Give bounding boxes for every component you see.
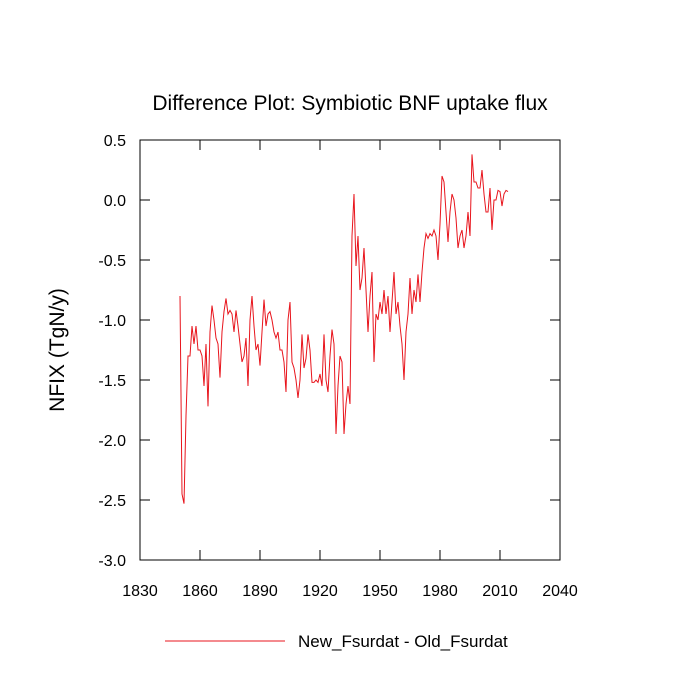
- x-tick-label: 2010: [482, 583, 518, 600]
- y-tick-label: -1.0: [98, 313, 126, 330]
- y-tick-label: 0.0: [104, 193, 126, 210]
- x-tick-label: 1920: [302, 583, 338, 600]
- x-tick-label: 2040: [542, 583, 578, 600]
- x-tick-label: 1890: [242, 583, 278, 600]
- y-tick-label: -1.5: [98, 373, 126, 390]
- plot-frame: [139, 139, 561, 561]
- x-tick-label: 1830: [122, 583, 158, 600]
- data-line: [179, 154, 509, 504]
- x-tick-label: 1950: [362, 583, 398, 600]
- legend-label: New_Fsurdat - Old_Fsurdat: [298, 632, 508, 651]
- y-axis-label: NFIX (TgN/y): [46, 288, 69, 412]
- y-tick-label: -3.0: [98, 553, 126, 570]
- x-tick-label: 1980: [422, 583, 458, 600]
- y-tick-label: 0.5: [104, 133, 126, 150]
- chart-title: Difference Plot: Symbiotic BNF uptake fl…: [152, 92, 548, 115]
- y-tick-label: -0.5: [98, 253, 126, 270]
- x-tick-label: 1860: [182, 583, 218, 600]
- y-tick-label: -2.0: [98, 433, 126, 450]
- y-tick-label: -2.5: [98, 493, 126, 510]
